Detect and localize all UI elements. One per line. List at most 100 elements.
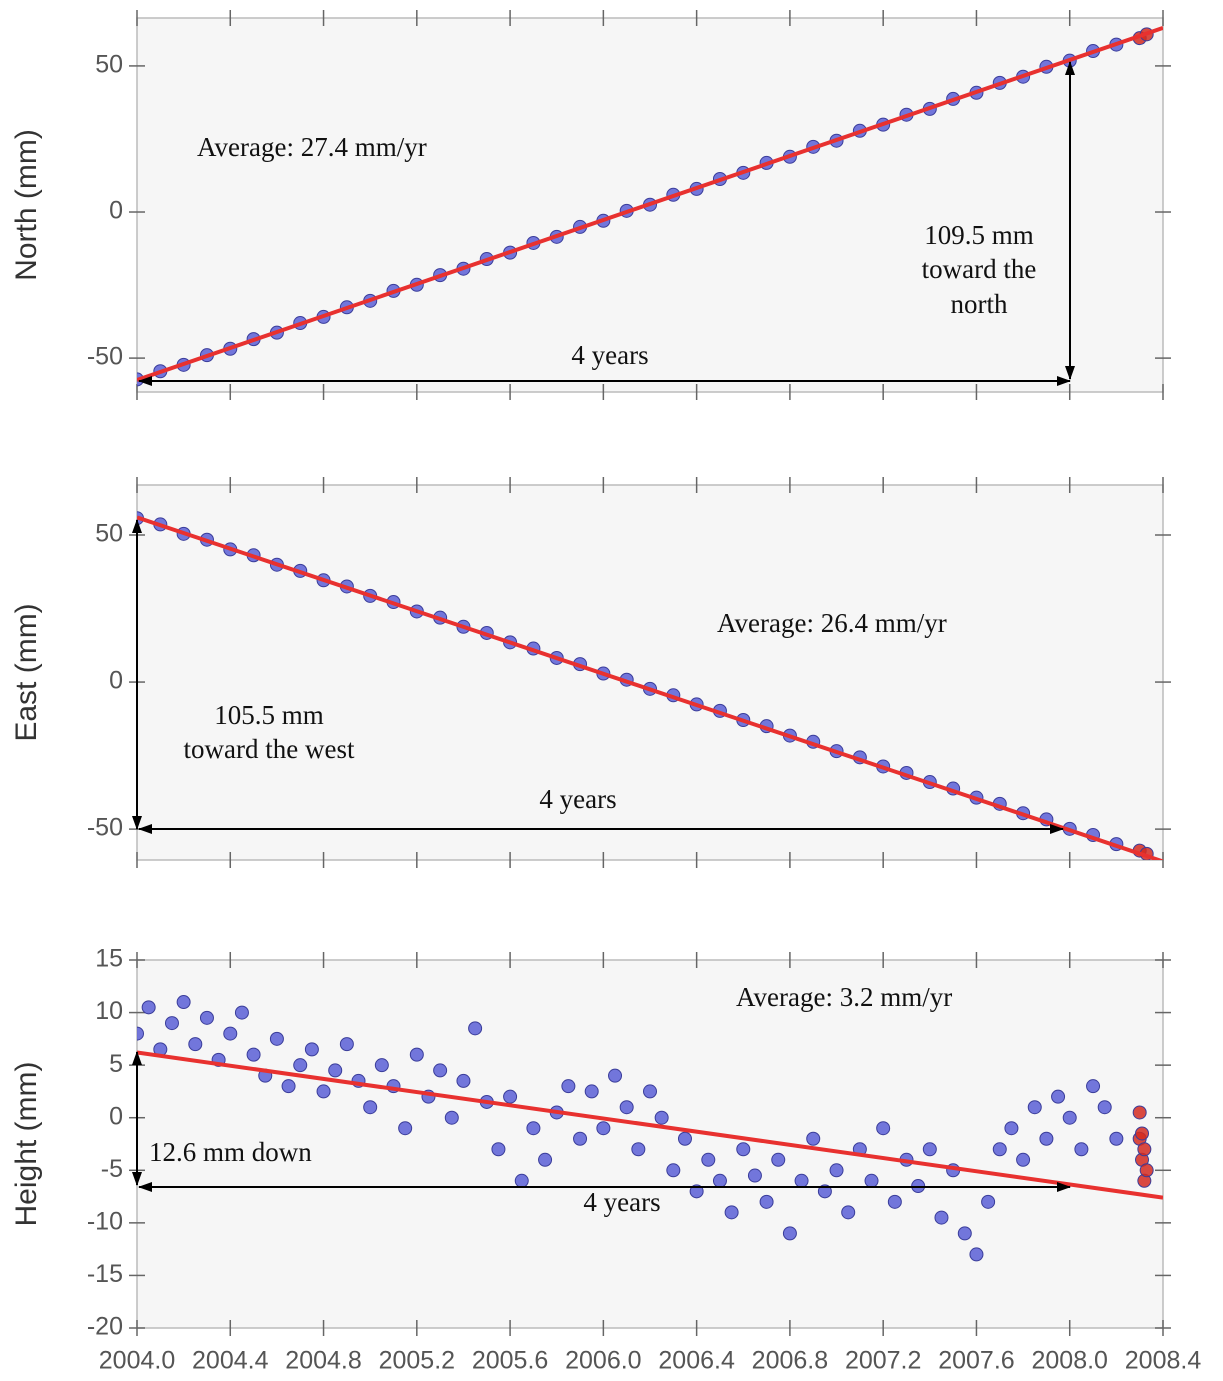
data-point bbox=[1137, 1142, 1152, 1157]
y-axis-label: Height (mm) bbox=[10, 1061, 43, 1226]
x-tick-label: 2006.8 bbox=[752, 1347, 828, 1375]
data-point bbox=[1039, 1131, 1054, 1146]
data-layer bbox=[137, 511, 1163, 860]
plot-area bbox=[136, 959, 1164, 1329]
data-point bbox=[806, 1131, 821, 1146]
data-point bbox=[1004, 1121, 1019, 1136]
data-point bbox=[223, 1026, 238, 1041]
data-point bbox=[1051, 1089, 1066, 1104]
annotation: 105.5 mm bbox=[214, 700, 324, 730]
data-point bbox=[701, 1152, 716, 1167]
data-point bbox=[164, 1016, 179, 1031]
data-point bbox=[1027, 1100, 1042, 1115]
data-point bbox=[736, 1142, 751, 1157]
data-point bbox=[188, 1037, 203, 1052]
data-point bbox=[887, 1194, 902, 1209]
data-point bbox=[666, 1163, 681, 1178]
data-point bbox=[934, 1210, 949, 1225]
data-point bbox=[246, 1047, 261, 1062]
panel: -50 0 50 East (mm) bbox=[10, 477, 1171, 868]
data-point bbox=[339, 1037, 354, 1052]
data-point bbox=[374, 1058, 389, 1073]
data-point bbox=[747, 1168, 762, 1183]
y-axis-label: East (mm) bbox=[10, 603, 43, 741]
annotation: north bbox=[951, 289, 1008, 319]
data-point bbox=[199, 1010, 214, 1025]
data-point bbox=[782, 1226, 797, 1241]
data-point bbox=[269, 1031, 284, 1046]
data-point bbox=[864, 1173, 879, 1188]
data-point bbox=[456, 1073, 471, 1088]
trend-line bbox=[137, 515, 1163, 860]
data-point bbox=[316, 1084, 331, 1099]
data-point bbox=[281, 1079, 296, 1094]
data-point bbox=[409, 1047, 424, 1062]
x-tick-label: 2004.4 bbox=[192, 1347, 269, 1375]
annotation: Average: 3.2 mm/yr bbox=[736, 982, 952, 1012]
trend-line bbox=[137, 26, 1163, 382]
annotation: 12.6 mm down bbox=[149, 1137, 312, 1167]
data-point bbox=[328, 1063, 343, 1078]
annotation: 4 years bbox=[539, 784, 616, 814]
data-point bbox=[1062, 1110, 1077, 1125]
data-point bbox=[304, 1042, 319, 1057]
y-tick-label: 0 bbox=[109, 197, 123, 225]
data-point bbox=[1109, 1131, 1124, 1146]
data-point bbox=[468, 1021, 483, 1036]
data-point bbox=[608, 1068, 623, 1083]
x-tick-label: 2008.0 bbox=[1031, 1347, 1107, 1375]
x-tick-label: 2007.6 bbox=[938, 1347, 1014, 1375]
data-point bbox=[491, 1142, 506, 1157]
data-point bbox=[643, 1084, 657, 1099]
x-tick-label: 2008.4 bbox=[1125, 1347, 1202, 1375]
y-tick-label: 50 bbox=[95, 51, 123, 79]
annotation: Average: 27.4 mm/yr bbox=[197, 132, 427, 162]
data-point bbox=[631, 1142, 646, 1157]
y-tick-label: -15 bbox=[87, 1260, 123, 1288]
annotations: Average: 27.4 mm/yr 109.5 mm toward the … bbox=[132, 61, 1075, 1217]
data-point bbox=[876, 1121, 891, 1136]
data-point bbox=[619, 1100, 634, 1115]
data-point bbox=[1135, 1126, 1150, 1141]
data-point bbox=[444, 1110, 459, 1125]
annotation: toward the west bbox=[184, 734, 355, 764]
data-point bbox=[538, 1152, 553, 1167]
data-point bbox=[981, 1194, 996, 1209]
data-point bbox=[573, 1131, 588, 1146]
data-point bbox=[363, 1100, 378, 1115]
data-point bbox=[957, 1226, 972, 1241]
y-tick-label: -50 bbox=[87, 814, 123, 842]
y-tick-label: 10 bbox=[95, 997, 123, 1025]
data-point bbox=[596, 1121, 611, 1136]
data-layer bbox=[137, 995, 1163, 1262]
data-point bbox=[1086, 1079, 1101, 1094]
data-point bbox=[771, 1152, 786, 1167]
data-point bbox=[141, 1000, 156, 1015]
data-point bbox=[759, 1194, 774, 1209]
y-tick-label: 0 bbox=[109, 667, 123, 695]
y-tick-label: 5 bbox=[109, 1050, 123, 1078]
x-tick-label: 2006.0 bbox=[565, 1347, 641, 1375]
annotation: toward the bbox=[922, 254, 1037, 284]
data-point bbox=[969, 1247, 984, 1262]
data-point bbox=[398, 1121, 413, 1136]
data-point bbox=[584, 1084, 599, 1099]
data-point bbox=[654, 1110, 669, 1125]
panel: -50 0 50 North (mm) bbox=[10, 10, 1171, 400]
data-point bbox=[137, 1026, 144, 1041]
annotation: 4 years bbox=[583, 1187, 660, 1217]
panel: -20 -15 -10 -5 0 5 10 15 2004.0 2004.4 2004.8 2005.… bbox=[10, 945, 1201, 1375]
annotation: Average: 26.4 mm/yr bbox=[717, 608, 947, 638]
data-point bbox=[514, 1173, 529, 1188]
annotation: 109.5 mm bbox=[924, 220, 1034, 250]
y-tick-label: 15 bbox=[95, 945, 123, 973]
annotation: 4 years bbox=[571, 340, 648, 370]
data-point bbox=[992, 1142, 1007, 1157]
data-point bbox=[433, 1063, 448, 1078]
y-tick-label: 50 bbox=[95, 520, 123, 548]
data-point bbox=[1097, 1100, 1112, 1115]
data-point bbox=[677, 1131, 692, 1146]
data-point bbox=[234, 1005, 249, 1020]
